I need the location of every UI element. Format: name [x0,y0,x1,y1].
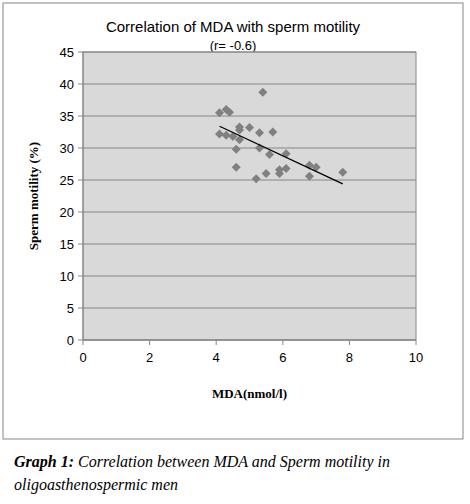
point [258,88,267,97]
title: Correlation of MDA with sperm motility [106,18,361,35]
point [222,131,231,140]
x-tick [282,340,283,345]
y-tick [78,212,83,213]
x-tick-label: 4 [213,350,220,365]
point [225,108,234,117]
x-tick [83,340,84,345]
grid-line [83,116,416,117]
point [255,128,264,137]
grid-line [83,244,416,245]
page: {"chart_data": {"type": "scatter", "titl… [0,0,470,504]
point [338,168,347,177]
point [268,128,277,137]
x-tick [149,340,150,345]
grid-line [83,276,416,277]
y-tick [78,276,83,277]
x-axis [83,340,416,341]
y-tick-label: 10 [60,269,74,284]
caption-label: Graph 1: [14,453,74,470]
x-tick [216,340,217,345]
y-tick-label: 40 [60,77,74,92]
y-tick [78,180,83,181]
y-tick-label: 35 [60,109,74,124]
x-tick-label: 10 [409,350,423,365]
y-tick-label: 0 [67,333,74,348]
point [215,129,224,138]
y-axis-label: Sperm motility (%) [26,142,41,250]
x-tick-label: 6 [279,350,286,365]
point [282,164,291,173]
y-tick [78,52,83,53]
trend-line [220,126,343,184]
x-tick-label: 8 [346,350,353,365]
marks [215,88,347,184]
point [232,163,241,172]
y-tick-label: 5 [67,301,74,316]
plot-area [83,52,416,340]
y-tick [78,244,83,245]
x-tick [416,340,417,345]
y-tick-label: 45 [60,45,74,60]
y-tick [78,148,83,149]
x-tick [349,340,350,345]
grid-line [83,212,416,213]
grid-line [83,148,416,149]
x-axis-label: MDA(nmol/l) [212,386,287,401]
chart: Correlation of MDA with sperm motility (r… [0,0,470,450]
point [235,122,244,131]
y-tick [78,308,83,309]
caption: Graph 1: Correlation between MDA and Spe… [14,450,460,496]
grid-line [83,308,416,309]
y-tick-label: 15 [60,237,74,252]
y-tick [78,84,83,85]
y-tick [78,340,83,341]
grid-line [83,340,416,341]
point [262,169,271,178]
grid-line [83,180,416,181]
point [305,172,314,181]
subtitle: (r= -0.6) [210,38,257,53]
x-tick-label: 0 [79,350,86,365]
chart-frame [3,3,463,439]
point [232,145,241,154]
point [252,174,261,183]
point [245,123,254,132]
y-tick-label: 25 [60,173,74,188]
y-tick-label: 30 [60,141,74,156]
x-tick-label: 2 [146,350,153,365]
y-tick-label: 20 [60,205,74,220]
grid-line [83,52,416,53]
grid-line [83,84,416,85]
y-tick [78,116,83,117]
point [275,165,284,174]
y-axis [83,52,84,340]
